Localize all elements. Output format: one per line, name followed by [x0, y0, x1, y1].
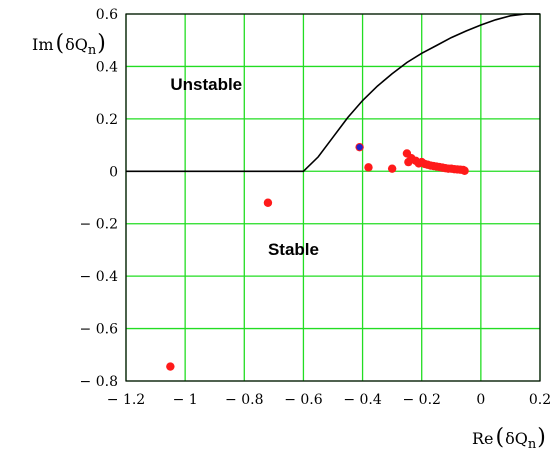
x-tick-label: − 0.8	[225, 392, 263, 408]
grid	[125, 13, 541, 382]
x-axis-label: Re(δQn)	[472, 425, 546, 452]
y-tick-label: − 0.2	[80, 217, 118, 233]
y-axis-label: Im(δQn)	[32, 31, 106, 58]
x-tick-label: − 1	[173, 392, 198, 408]
tick-labels: − 1.2 − 1 − 0.8 − 0.6 − 0.4 − 0.2 0 0.2 − 0.8 − 0…	[80, 7, 552, 408]
data-point	[460, 166, 469, 175]
x-tick-label: − 0.4	[343, 392, 382, 408]
x-axis-label-func: Re	[472, 429, 494, 448]
x-tick-label: − 0.6	[284, 392, 323, 408]
stability-boundary-curve	[126, 13, 540, 173]
unstable-region-label: Unstable	[170, 75, 242, 94]
boundary-curve-line	[126, 13, 540, 173]
y-tick-label: − 0.6	[80, 322, 119, 338]
x-axis-label-close-paren: )	[537, 425, 546, 450]
plot-frame	[125, 13, 541, 382]
y-tick-label: 0	[109, 164, 118, 180]
x-axis-label-var: δQ	[505, 429, 528, 448]
data-point	[364, 163, 373, 172]
x-tick-label: − 0.2	[402, 392, 440, 408]
x-tick-label: 0	[476, 392, 485, 408]
y-axis-label-close-paren: )	[97, 31, 106, 56]
highlight-point	[356, 143, 363, 151]
x-axis-label-open-paren: (	[496, 425, 505, 450]
y-tick-label: − 0.4	[80, 269, 119, 285]
y-tick-label: 0.2	[96, 112, 118, 128]
data-point	[263, 198, 273, 207]
stable-region-label: Stable	[268, 240, 319, 259]
y-tick-label: 0.6	[96, 7, 118, 23]
data-point	[166, 362, 175, 371]
x-tick-label: 0.2	[529, 392, 551, 408]
data-point	[387, 164, 397, 173]
y-axis-label-func: Im	[32, 35, 54, 54]
y-axis-label-var: δQ	[65, 35, 88, 54]
x-axis-label-subscript: n	[528, 437, 537, 452]
y-tick-label: − 0.8	[80, 374, 118, 390]
y-tick-label: 0.4	[96, 59, 118, 75]
data-points	[166, 142, 469, 371]
y-axis-label-open-paren: (	[56, 31, 65, 56]
x-tick-label: − 1.2	[107, 392, 145, 408]
y-axis-label-subscript: n	[88, 43, 97, 58]
